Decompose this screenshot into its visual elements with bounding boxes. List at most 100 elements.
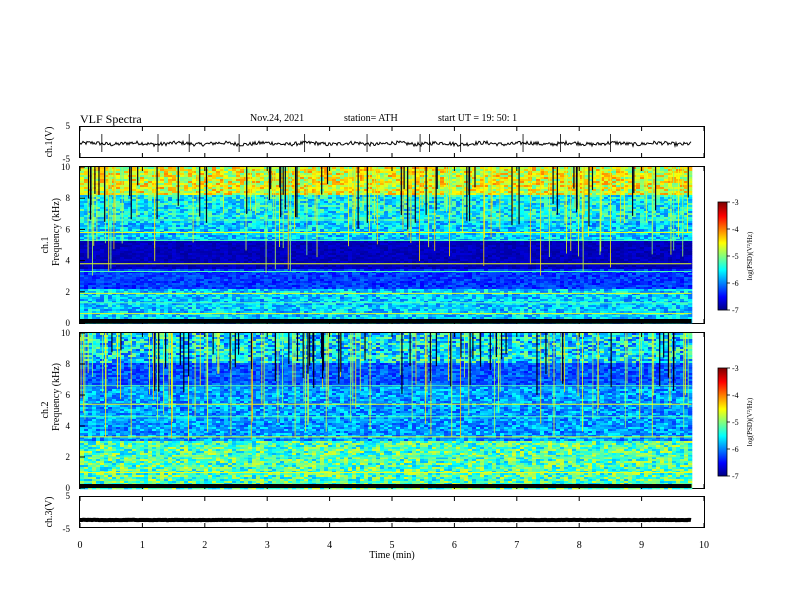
spectrogram-cell [552, 211, 556, 213]
spectrogram-cell [188, 171, 192, 173]
spectrogram-cell [308, 189, 312, 191]
spectrogram-cell [384, 191, 388, 193]
spectrogram-cell [556, 171, 560, 173]
spectrogram-cell [344, 179, 348, 181]
spectrogram-cell [256, 223, 260, 225]
spectrogram-cell [520, 177, 524, 179]
spectrogram-cell [80, 199, 84, 201]
spectrogram-cell [464, 223, 468, 225]
spectrogram-cell [488, 201, 492, 203]
spectrogram-cell [124, 225, 128, 227]
spectrogram-cell [616, 195, 620, 197]
spectrogram-cell [476, 221, 480, 223]
spectrogram-cell [216, 217, 220, 219]
spectrogram-cell [640, 207, 644, 209]
spectrogram-cell [124, 171, 128, 173]
spectrogram-cell [232, 199, 236, 201]
spectrogram-cell [228, 187, 232, 189]
spectrogram-cell [668, 223, 672, 225]
spectrogram-cell [152, 187, 156, 189]
spectrogram-cell [664, 179, 668, 181]
spectrogram-cell [664, 209, 668, 211]
spectrogram-cell [248, 173, 252, 175]
spectrogram-cell [448, 185, 452, 187]
spectrogram-cell [656, 223, 660, 225]
spectrogram-cell [164, 173, 168, 175]
spectrogram-cell [192, 215, 196, 217]
spectrogram-cell [656, 199, 660, 201]
spectrogram-cell [628, 175, 632, 177]
spectrogram-cell [628, 211, 632, 213]
spectrogram-cell [232, 205, 236, 207]
spectrogram-cell [560, 211, 564, 213]
spectrogram-cell [640, 175, 644, 177]
spectrogram-cell [520, 183, 524, 185]
spectrogram-cell [248, 211, 252, 213]
spectrogram-cell [128, 225, 132, 227]
spectrogram-cell [548, 205, 552, 207]
spectrogram-cell [224, 171, 228, 173]
spectrogram-cell [300, 191, 304, 193]
spectrogram-cell [392, 205, 396, 207]
spectrogram-cell [388, 207, 392, 209]
spectrogram-cell [656, 215, 660, 217]
spectrogram-cell [336, 193, 340, 195]
spectrogram-cell [444, 169, 448, 171]
spectrogram-cell [300, 215, 304, 217]
spectrogram-cell [192, 211, 196, 213]
spectrogram-cell [188, 215, 192, 217]
spectrogram-cell [636, 211, 640, 213]
spectrogram-cell [468, 223, 472, 225]
spectrogram-cell [380, 173, 384, 175]
spectrogram-cell [312, 173, 316, 175]
spectrogram-cell [388, 203, 392, 205]
spectrogram-cell [300, 205, 304, 207]
spectrogram-cell [520, 217, 524, 219]
spectrogram-cell [200, 193, 204, 195]
spectrogram-cell [584, 185, 588, 187]
spectrogram-cell [548, 223, 552, 225]
spectrogram-cell [132, 195, 136, 197]
spectrogram-cell [284, 173, 288, 175]
spectrogram-cell [476, 189, 480, 191]
spectrogram-cell [176, 213, 180, 215]
spectrogram-cell [612, 209, 616, 211]
spectrogram-cell [340, 193, 344, 195]
spectrogram-cell [284, 201, 288, 203]
spectrogram-cell [660, 205, 664, 207]
spectrogram-cell [180, 183, 184, 185]
spectrogram-cell [328, 209, 332, 211]
spectrogram-cell [152, 169, 156, 171]
spectrogram-cell [376, 171, 380, 173]
spectrogram-cell [688, 209, 692, 211]
spectrogram-cell [612, 191, 616, 193]
spectrogram-cell [208, 203, 212, 205]
spectrogram-cell [124, 195, 128, 197]
spectrogram-cell [636, 209, 640, 211]
spectrogram-cell [476, 205, 480, 207]
spectrogram-cell [440, 217, 444, 219]
spectrogram-cell [572, 207, 576, 209]
spectrogram-cell [664, 199, 668, 201]
spectrogram-cell [200, 197, 204, 199]
spectrogram-cell [328, 189, 332, 191]
spectrogram-cell [260, 167, 264, 169]
spectrogram-cell [340, 215, 344, 217]
spectrogram-cell [444, 195, 448, 197]
spectrogram-cell [444, 173, 448, 175]
spectrogram-cell [664, 185, 668, 187]
spectrogram-cell [672, 201, 676, 203]
spectrogram-cell [236, 199, 240, 201]
spectrogram-cell [504, 217, 508, 219]
spectrogram-cell [464, 191, 468, 193]
spectrogram-cell [412, 223, 416, 225]
spectrogram-cell [136, 217, 140, 219]
spectrogram-cell [224, 179, 228, 181]
spectrogram-cell [180, 187, 184, 189]
spectrogram-cell [332, 209, 336, 211]
spectrogram-cell [660, 217, 664, 219]
spectrogram-cell [344, 203, 348, 205]
spectrogram-cell [140, 221, 144, 223]
spectrogram-cell [256, 191, 260, 193]
spectrogram-cell [612, 187, 616, 189]
